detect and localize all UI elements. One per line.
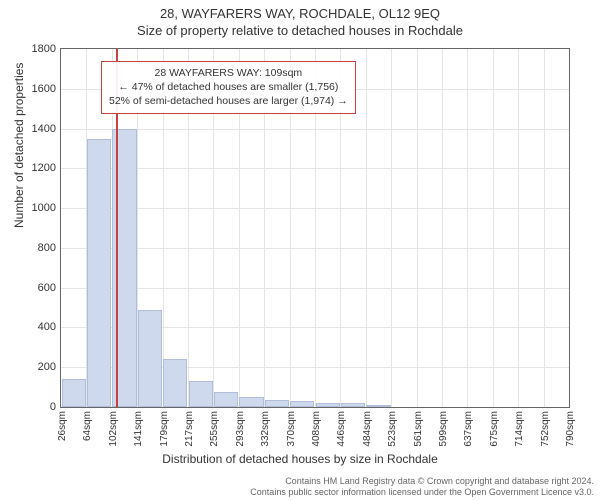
footer-line2: Contains public sector information licen… — [250, 487, 594, 498]
gridline-v — [417, 49, 418, 407]
x-tick-label: 675sqm — [489, 411, 500, 447]
x-tick-label: 790sqm — [565, 411, 576, 447]
annotation-line1: 28 WAYFARERS WAY: 109sqm — [109, 66, 348, 80]
footer-line1: Contains HM Land Registry data © Crown c… — [250, 476, 594, 487]
histogram-bar — [341, 403, 365, 407]
chart-container: 28, WAYFARERS WAY, ROCHDALE, OL12 9EQ Si… — [0, 0, 600, 500]
gridline-v — [493, 49, 494, 407]
y-tick-label: 1200 — [32, 162, 56, 174]
footer-credits: Contains HM Land Registry data © Crown c… — [250, 476, 594, 499]
y-tick-label: 1600 — [32, 83, 56, 95]
x-tick-label: 714sqm — [514, 411, 525, 447]
y-tick-label: 400 — [38, 321, 56, 333]
y-tick-label: 1400 — [32, 123, 56, 135]
x-tick-label: 408sqm — [311, 411, 322, 447]
gridline-v — [442, 49, 443, 407]
x-tick-label: 179sqm — [159, 411, 170, 447]
gridline-v — [467, 49, 468, 407]
annotation-box: 28 WAYFARERS WAY: 109sqm ← 47% of detach… — [101, 61, 356, 114]
gridline-v — [518, 49, 519, 407]
x-tick-label: 293sqm — [235, 411, 246, 447]
histogram-bar — [265, 400, 289, 407]
histogram-bar — [62, 379, 86, 407]
histogram-bar — [163, 359, 187, 407]
chart-subtitle: Size of property relative to detached ho… — [0, 21, 600, 38]
x-tick-label: 523sqm — [387, 411, 398, 447]
x-tick-label: 561sqm — [413, 411, 424, 447]
histogram-bar — [189, 381, 213, 407]
x-tick-label: 255sqm — [209, 411, 220, 447]
histogram-bar — [87, 139, 111, 408]
histogram-bar — [290, 401, 314, 407]
x-tick-label: 64sqm — [82, 411, 93, 441]
histogram-bar — [214, 392, 238, 407]
y-tick-label: 600 — [38, 282, 56, 294]
x-tick-label: 370sqm — [286, 411, 297, 447]
histogram-bar — [138, 310, 162, 407]
y-tick-label: 200 — [38, 361, 56, 373]
x-tick-label: 599sqm — [438, 411, 449, 447]
gridline-v — [391, 49, 392, 407]
x-tick-label: 102sqm — [108, 411, 119, 447]
x-tick-label: 217sqm — [184, 411, 195, 447]
gridline-v — [366, 49, 367, 407]
histogram-bar — [366, 405, 390, 407]
x-tick-label: 332sqm — [260, 411, 271, 447]
y-tick-label: 1800 — [32, 43, 56, 55]
gridline-v — [544, 49, 545, 407]
x-tick-label: 637sqm — [463, 411, 474, 447]
y-axis-label: Number of detached properties — [12, 63, 26, 228]
x-tick-label: 484sqm — [362, 411, 373, 447]
y-tick-label: 1000 — [32, 202, 56, 214]
annotation-line2: ← 47% of detached houses are smaller (1,… — [109, 80, 348, 94]
y-tick-label: 800 — [38, 242, 56, 254]
x-tick-label: 446sqm — [336, 411, 347, 447]
chart-title-address: 28, WAYFARERS WAY, ROCHDALE, OL12 9EQ — [0, 0, 600, 21]
annotation-line3: 52% of semi-detached houses are larger (… — [109, 94, 348, 108]
x-tick-label: 26sqm — [57, 411, 68, 441]
y-tick-label: 0 — [50, 401, 56, 413]
x-axis-label: Distribution of detached houses by size … — [0, 452, 600, 466]
x-tick-label: 752sqm — [540, 411, 551, 447]
histogram-bar — [239, 397, 263, 407]
plot-area: 02004006008001000120014001600180026sqm64… — [60, 48, 570, 408]
histogram-bar — [316, 403, 340, 407]
x-tick-label: 141sqm — [133, 411, 144, 447]
